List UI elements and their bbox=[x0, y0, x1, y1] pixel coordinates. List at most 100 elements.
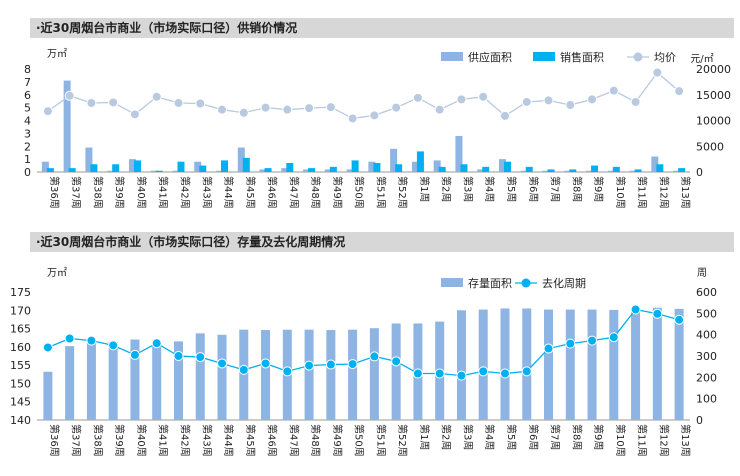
chart2-category-label: 第4周 bbox=[483, 424, 496, 450]
chart2-line-point bbox=[325, 359, 336, 370]
chart2-line-point bbox=[652, 308, 663, 319]
chart2-category-label: 第49周 bbox=[331, 424, 344, 457]
chart2-y-right-tick: 300 bbox=[696, 350, 717, 363]
chart1-bar bbox=[586, 170, 594, 172]
chart2-category-label: 第3周 bbox=[461, 424, 474, 450]
chart1-category-label: 第44周 bbox=[222, 176, 235, 209]
chart2-line-point bbox=[608, 332, 619, 343]
chart1-bar bbox=[525, 166, 533, 172]
chart1-category-label: 第12周 bbox=[657, 176, 670, 209]
chart1-bar bbox=[286, 162, 294, 172]
chart1-category-label: 第43周 bbox=[200, 176, 213, 209]
chart2-category-label: 第47周 bbox=[287, 424, 300, 457]
chart1-line-point bbox=[151, 91, 162, 102]
chart2-category-label: 第48周 bbox=[309, 424, 322, 457]
chart1-line-point bbox=[391, 102, 402, 113]
chart1-bar bbox=[368, 161, 376, 172]
chart1-y-left-tick: 5 bbox=[24, 102, 31, 115]
chart1-line-point bbox=[369, 110, 380, 121]
chart1-bar bbox=[390, 148, 398, 172]
chart1-category-label: 第46周 bbox=[266, 176, 279, 209]
chart1-bar bbox=[498, 159, 506, 172]
chart1-y-left-tick: 0 bbox=[24, 166, 31, 179]
chart1-category-label: 第40周 bbox=[135, 176, 148, 209]
chart2-category-label: 第8周 bbox=[570, 424, 583, 450]
chart2-bar bbox=[587, 309, 597, 420]
chart2-bar bbox=[348, 329, 358, 420]
chart2-title: ·近30周烟台市商业（市场实际口径）存量及去化周期情况 bbox=[30, 232, 734, 252]
chart1-category-label: 第5周 bbox=[505, 176, 518, 202]
chart2-bar bbox=[391, 323, 401, 420]
chart1-line bbox=[47, 71, 680, 120]
chart1-bar bbox=[351, 160, 359, 172]
chart2-bar bbox=[326, 330, 336, 420]
chart2-category-label: 第5周 bbox=[505, 424, 518, 450]
chart1-y-left-tick: 2 bbox=[24, 140, 31, 153]
chart1-category-label: 第6周 bbox=[527, 176, 540, 202]
chart1-bar bbox=[216, 170, 224, 172]
chart1-category-label: 第37周 bbox=[70, 176, 83, 209]
chart1-bar bbox=[281, 168, 289, 172]
chart1-line-point bbox=[195, 98, 206, 109]
chart1-bar bbox=[155, 170, 163, 172]
chart2-line-point bbox=[64, 333, 75, 344]
chart2-category-label: 第42周 bbox=[178, 424, 191, 457]
chart1-category-label: 第3周 bbox=[461, 176, 474, 202]
chart2-y-left-unit: 万㎡ bbox=[47, 267, 67, 279]
chart1-line-point bbox=[587, 94, 598, 105]
chart1-bar bbox=[259, 169, 267, 172]
chart1-y-right-tick: 20000 bbox=[696, 63, 731, 76]
chart1-bar bbox=[308, 168, 316, 172]
chart2-line-point bbox=[217, 358, 228, 369]
chart2-bar bbox=[674, 308, 684, 420]
chart1-bar bbox=[107, 170, 115, 172]
chart2-bar bbox=[108, 341, 118, 420]
chart2-line-point bbox=[42, 342, 53, 353]
chart2-category-label: 第10周 bbox=[614, 424, 627, 457]
chart2-category-label: 第43周 bbox=[200, 424, 213, 457]
chart1-line-point bbox=[304, 103, 315, 114]
chart1-line-point bbox=[64, 90, 75, 101]
chart2-bar bbox=[456, 310, 466, 420]
chart2-bar bbox=[369, 328, 379, 420]
chart2-category-label: 第12周 bbox=[657, 424, 670, 457]
chart2-y-left-tick: 140 bbox=[10, 414, 31, 427]
chart2-category-label: 第39周 bbox=[113, 424, 126, 457]
chart2-y-left-tick: 150 bbox=[10, 377, 31, 390]
chart1-y-left-tick: 7 bbox=[24, 76, 31, 89]
chart2-y-right-tick: 200 bbox=[696, 371, 717, 384]
chart1-bar bbox=[678, 168, 686, 172]
chart1-bar bbox=[438, 166, 446, 172]
chart1-line-point bbox=[260, 102, 271, 113]
chart2-line-point bbox=[456, 370, 467, 381]
chart1-category-label: 第45周 bbox=[244, 176, 257, 209]
chart1-bar bbox=[177, 161, 185, 172]
chart2-line bbox=[47, 308, 680, 377]
chart1-bar bbox=[324, 169, 332, 172]
chart2-y-right-tick: 600 bbox=[696, 286, 717, 299]
chart2-bar bbox=[652, 307, 662, 420]
chart1-category-label: 第52周 bbox=[396, 176, 409, 209]
chart1-bar bbox=[542, 170, 550, 172]
chart2-category-label: 第38周 bbox=[91, 424, 104, 457]
chart2-line-point bbox=[129, 349, 140, 360]
chart2-line-point bbox=[434, 368, 445, 379]
chart2-line-point bbox=[630, 304, 641, 315]
chart1-bar bbox=[477, 169, 485, 172]
chart1-bar bbox=[133, 160, 141, 172]
chart1-line-point bbox=[108, 97, 119, 108]
chart2-bar bbox=[43, 371, 53, 420]
chart2-line-point bbox=[304, 360, 315, 371]
chart2-category-label: 第50周 bbox=[353, 424, 366, 457]
chart1-category-label: 第13周 bbox=[679, 176, 692, 209]
chart1-bar bbox=[482, 166, 490, 172]
chart1-bar bbox=[172, 170, 180, 172]
chart2-y-right-unit: 周 bbox=[697, 267, 707, 279]
chart2-y-left-tick: 170 bbox=[10, 304, 31, 317]
chart1-category-label: 第49周 bbox=[331, 176, 344, 209]
chart1-bar bbox=[433, 160, 441, 172]
chart2-bar bbox=[544, 309, 554, 420]
chart1-bar bbox=[564, 170, 572, 172]
chart1-category-label: 第36周 bbox=[48, 176, 61, 209]
chart1-bar bbox=[85, 147, 93, 172]
